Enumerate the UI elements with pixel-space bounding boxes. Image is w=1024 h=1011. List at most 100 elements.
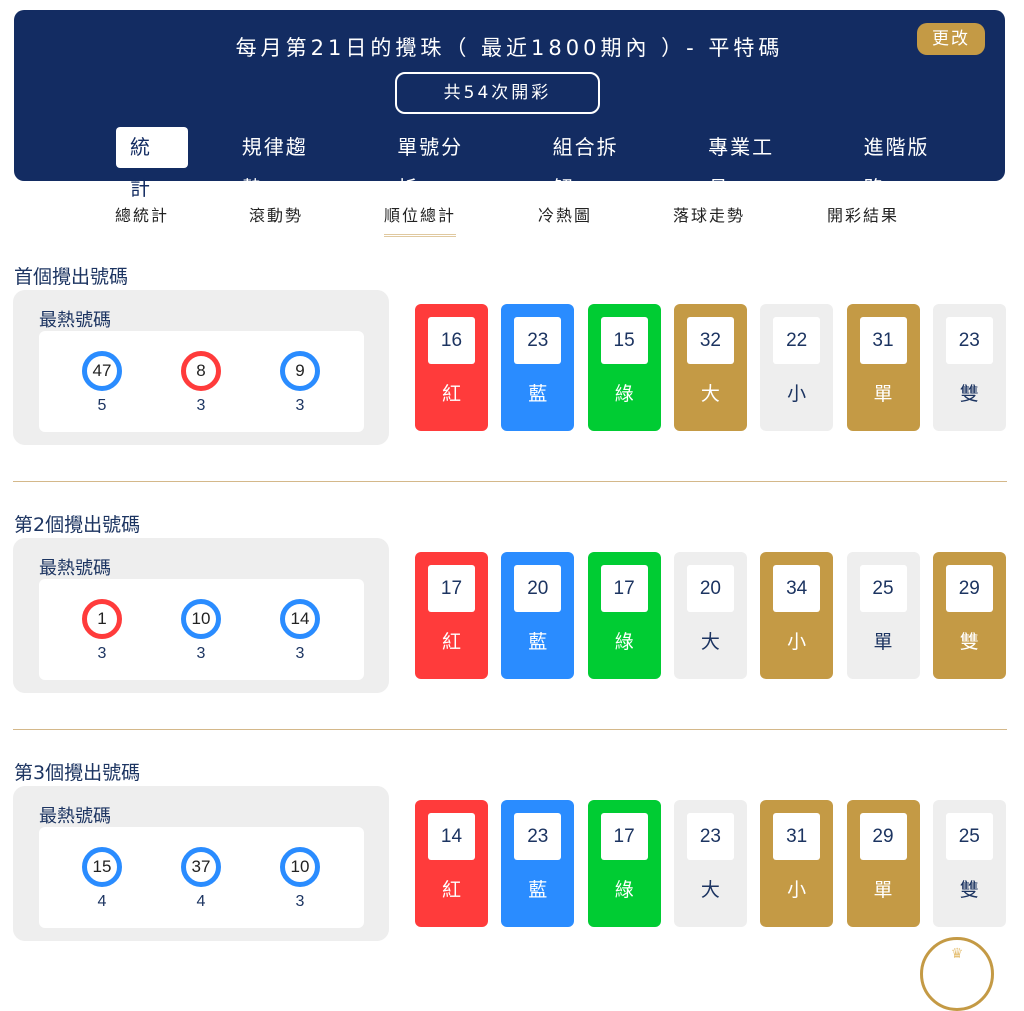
stat-label: 藍 [528,631,548,653]
number-ball[interactable]: 10 [280,847,320,887]
stat-value: 14 [428,813,475,860]
stat-tile: 23 大 [673,800,747,927]
hot-numbers-card: 最熱號碼 1 3 10 3 14 3 [13,538,389,693]
main-tabs: 統計 規律趨勢 單號分析 組合拆解 專業工具 進階版路 [116,127,1005,200]
number-ball[interactable]: 9 [280,351,320,391]
stat-tile: 29 單 [846,800,920,927]
stat-tile: 17 紅 [415,552,488,679]
hot-numbers-label: 最熱號碼 [39,806,111,827]
section-divider [13,481,1007,482]
crown-icon: ♛ [950,946,964,962]
stat-value: 34 [773,565,821,612]
tab-0[interactable]: 統計 [116,127,188,200]
number-ball[interactable]: 14 [280,599,320,639]
subtab-3[interactable]: 冷熱圖 [538,206,593,225]
stat-tile: 23 雙 [932,304,1006,431]
section-divider [13,729,1007,730]
stat-tile: 32 大 [673,304,747,431]
stat-label: 小 [787,631,807,653]
stat-label: 單 [873,383,893,405]
stat-label: 雙 [959,879,979,901]
stat-value: 32 [686,317,734,364]
stat-value: 23 [686,813,734,860]
stat-tile: 20 大 [673,552,747,679]
tab-5[interactable]: 進階版路 [863,135,930,200]
hot-numbers-card: 最熱號碼 15 4 37 4 10 3 [13,786,389,941]
hot-numbers-list: 47 5 8 3 9 3 [39,331,364,432]
stat-label: 紅 [441,383,461,405]
stat-label: 小 [787,879,807,901]
stat-label: 紅 [441,879,461,901]
subtab-1[interactable]: 滾動勢 [249,206,304,225]
subtab-5[interactable]: 開彩結果 [827,206,900,225]
stat-label: 大 [700,879,720,901]
section-title: 首個攪出號碼 [14,266,129,288]
stat-value: 22 [773,317,821,364]
number-ball[interactable]: 8 [181,351,221,391]
tab-2[interactable]: 單號分析 [397,135,464,200]
hit-count: 3 [196,645,206,662]
stat-tile: 31 小 [760,800,834,927]
hot-numbers-label: 最熱號碼 [39,310,111,331]
stat-value: 25 [859,565,907,612]
stat-value: 20 [686,565,734,612]
stat-value: 20 [514,565,562,612]
subtab-0[interactable]: 總統計 [115,206,170,225]
number-ball[interactable]: 10 [181,599,221,639]
stat-value: 25 [945,813,993,860]
hot-numbers-list: 15 4 37 4 10 3 [39,827,364,928]
number-ball[interactable]: 1 [82,599,122,639]
stat-label: 綠 [614,879,634,901]
page-title: 每月第21日的攪珠（ 最近1800期內 ）- 平特碼 [235,36,784,60]
stat-tile: 22 小 [760,304,834,431]
stat-value: 23 [514,317,562,364]
hit-count: 3 [97,645,107,662]
hit-count: 3 [295,893,305,910]
stat-tile: 15 綠 [587,304,661,431]
change-button[interactable]: 更改 [917,23,985,55]
section-title: 第2個攪出號碼 [14,514,141,536]
stat-label: 雙 [959,383,979,405]
tab-3[interactable]: 組合拆解 [552,135,619,200]
stat-label: 雙 [959,631,979,653]
stat-tile: 34 小 [760,552,834,679]
stat-value: 29 [945,565,993,612]
stat-label: 藍 [528,383,548,405]
hit-count: 3 [196,397,206,414]
header-panel: 每月第21日的攪珠（ 最近1800期內 ）- 平特碼 更改 共54次開彩 統計規… [14,10,1005,200]
stat-label: 大 [700,383,720,405]
stat-value: 23 [514,813,562,860]
draw-count-badge: 共54次開彩 [395,72,600,114]
crown-button[interactable]: ♛ [920,937,994,1011]
stat-label: 藍 [528,879,548,901]
stat-value: 17 [600,813,648,860]
stat-label: 綠 [614,631,634,653]
stat-label: 紅 [441,631,461,653]
number-ball[interactable]: 47 [82,351,122,391]
hot-numbers-list: 1 3 10 3 14 3 [39,579,364,680]
stat-value: 16 [428,317,475,364]
number-ball[interactable]: 15 [82,847,122,887]
stat-value: 23 [945,317,993,364]
subtab-4[interactable]: 落球走勢 [673,206,746,225]
stat-tile: 16 紅 [415,304,488,431]
stat-tile: 17 綠 [587,800,661,927]
subtab-2[interactable]: 順位總計 [384,202,457,237]
hit-count: 4 [97,893,107,910]
tab-1[interactable]: 規律趨勢 [241,135,308,200]
stat-value: 17 [600,565,648,612]
hit-count: 5 [97,397,107,414]
stat-tile: 23 藍 [501,304,575,431]
stat-label: 綠 [614,383,634,405]
position-section: 第2個攪出號碼 最熱號碼 1 3 10 3 14 3 17 紅 20 藍 17 綠 20 大 34 小 25 單 29 雙 [0,510,1024,740]
tab-4[interactable]: 專業工具 [708,135,775,200]
stat-value: 29 [859,813,907,860]
stat-label: 單 [873,631,893,653]
stat-label: 單 [873,879,893,901]
stat-tile: 14 紅 [415,800,488,927]
stat-tile: 31 單 [846,304,920,431]
stat-tile: 25 單 [846,552,920,679]
stat-label: 大 [700,631,720,653]
number-ball[interactable]: 37 [181,847,221,887]
stat-value: 31 [859,317,907,364]
